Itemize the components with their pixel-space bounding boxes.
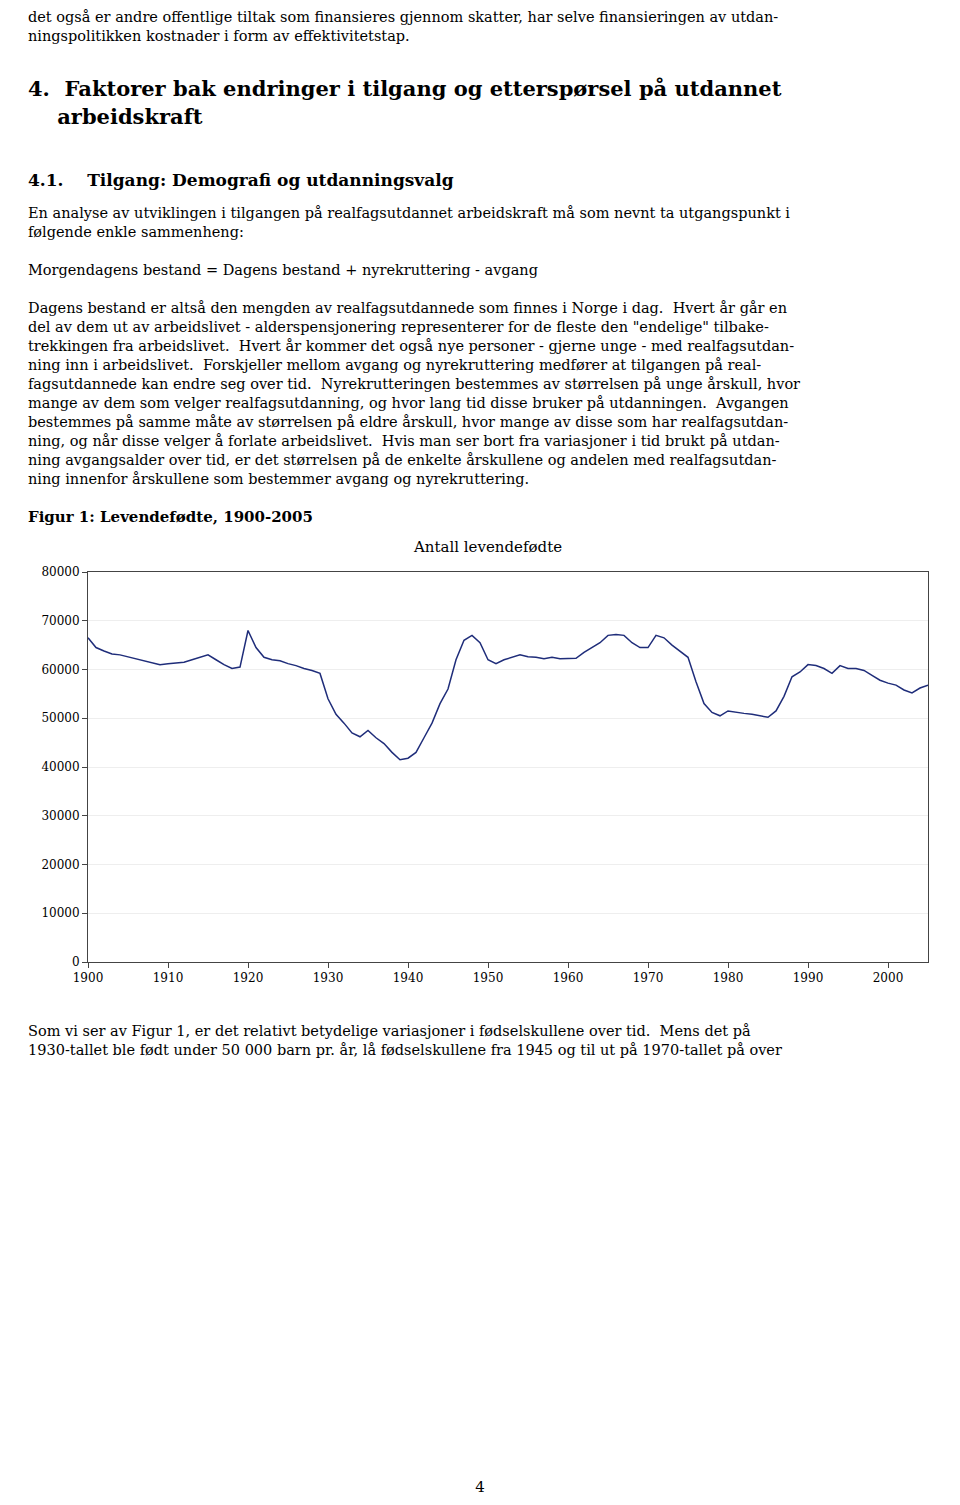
html-text:4.1. Tilgang: Demografi og utd: 4.1. Tilgang: Demografi og utdanningsval…: [28, 170, 454, 190]
html-text:ning, og når disse velger å fo: ning, og når disse velger å forlate arbe…: [28, 433, 780, 449]
svg-text:20000: 20000: [41, 858, 79, 872]
html-text:1930-tallet ble født under 50: 1930-tallet ble født under 50 000 barn p…: [28, 1042, 782, 1058]
html-text:ningspolitikken kostnader i fo: ningspolitikken kostnader i form av effe…: [28, 28, 410, 44]
svg-text:10000: 10000: [41, 906, 79, 920]
html-text:arbeidskraft: arbeidskraft: [28, 104, 203, 129]
svg-text:1900: 1900: [73, 971, 104, 985]
svg-text:80000: 80000: [41, 565, 79, 579]
html-text:trekkingen fra arbeidslivet. H: trekkingen fra arbeidslivet. Hvert år ko…: [28, 338, 795, 354]
svg-text:Antall levendefødte: Antall levendefødte: [413, 538, 562, 556]
svg-text:70000: 70000: [41, 614, 79, 628]
html-text:Figur 1: Levendefødte, 1900-20: Figur 1: Levendefødte, 1900-2005: [28, 508, 313, 526]
svg-text:2000: 2000: [873, 971, 904, 985]
html-text:En analyse av utviklingen i ti: En analyse av utviklingen i tilgangen på…: [28, 205, 790, 221]
svg-text:40000: 40000: [41, 760, 79, 774]
html-text:følgende enkle sammenheng:: følgende enkle sammenheng:: [28, 224, 244, 240]
svg-text:1980: 1980: [713, 971, 744, 985]
svg-text:1950: 1950: [473, 971, 504, 985]
svg-text:30000: 30000: [41, 809, 79, 823]
html-text:4. Faktorer bak endringer i ti: 4. Faktorer bak endringer i tilgang og e…: [28, 76, 782, 101]
html-text:4: 4: [475, 1478, 485, 1496]
html-text:mange av dem som velger realfa: mange av dem som velger realfagsutdannin…: [28, 395, 789, 411]
html-text:Morgendagens bestand = Dagens: Morgendagens bestand = Dagens bestand + …: [28, 262, 538, 278]
svg-text:1930: 1930: [313, 971, 344, 985]
svg-text:60000: 60000: [41, 663, 79, 677]
svg-text:1910: 1910: [153, 971, 184, 985]
html-text:fagsutdannede kan endre seg ov: fagsutdannede kan endre seg over tid. Ny…: [28, 376, 800, 392]
svg-text:0: 0: [72, 955, 80, 969]
html-text:ning avgangsalder over tid, er: ning avgangsalder over tid, er det størr…: [28, 452, 777, 468]
html-text:ning inn i arbeidslivet. Forsk: ning inn i arbeidslivet. Forskjeller mel…: [28, 357, 762, 373]
html-text:Som vi ser av Figur 1, er det: Som vi ser av Figur 1, er det relativt b…: [28, 1023, 751, 1039]
html-text:det også er andre offentlige t: det også er andre offentlige tiltak som …: [28, 9, 779, 25]
html-text:bestemmes på samme måte av stø: bestemmes på samme måte av størrelsen på…: [28, 414, 789, 430]
html-text:Dagens bestand er altså den me: Dagens bestand er altså den mengden av r…: [28, 300, 787, 316]
html-text:ning innenfor årskullene som b: ning innenfor årskullene som bestemmer a…: [28, 471, 530, 487]
svg-text:50000: 50000: [41, 711, 79, 725]
svg-text:1960: 1960: [553, 971, 584, 985]
svg-text:1920: 1920: [233, 971, 264, 985]
html-text:del av dem ut av arbeidslivet: del av dem ut av arbeidslivet - alderspe…: [28, 319, 769, 335]
svg-text:1940: 1940: [393, 971, 424, 985]
svg-text:1970: 1970: [633, 971, 664, 985]
svg-text:1990: 1990: [793, 971, 824, 985]
